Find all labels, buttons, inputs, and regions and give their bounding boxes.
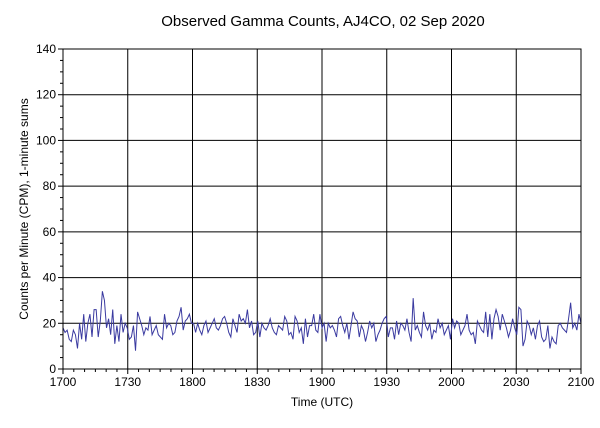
y-tick-label: 60: [43, 225, 57, 239]
grid: [62, 48, 582, 370]
y-tick-label: 80: [43, 179, 57, 193]
x-tick-label: 1730: [114, 375, 141, 389]
chart-title: Observed Gamma Counts, AJ4CO, 02 Sep 202…: [161, 13, 485, 30]
y-tick-label: 40: [43, 271, 57, 285]
x-tick-label: 1700: [50, 375, 77, 389]
x-tick-label: 2030: [503, 375, 530, 389]
x-tick-label: 1900: [309, 375, 336, 389]
x-tick-label: 2000: [438, 375, 465, 389]
series-line: [62, 291, 582, 351]
y-tick-label: 20: [43, 316, 57, 330]
series-layer: [62, 291, 582, 351]
ticks: 0 20 40 60 80 100 120 140 1700 1730 1800 1830 1900 19…: [36, 42, 595, 389]
x-axis-label: Time (UTC): [291, 395, 353, 409]
y-tick-label: 100: [36, 133, 56, 147]
y-tick-label: 0: [49, 362, 56, 376]
x-tick-label: 2100: [568, 375, 595, 389]
x-tick-label: 1800: [179, 375, 206, 389]
y-tick-label: 140: [36, 42, 56, 56]
x-tick-label: 1830: [244, 375, 271, 389]
y-axis-label: Counts per Minute (CPM), 1-minute sums: [17, 98, 31, 319]
y-tick-label: 120: [36, 88, 56, 102]
x-tick-label: 1930: [373, 375, 400, 389]
